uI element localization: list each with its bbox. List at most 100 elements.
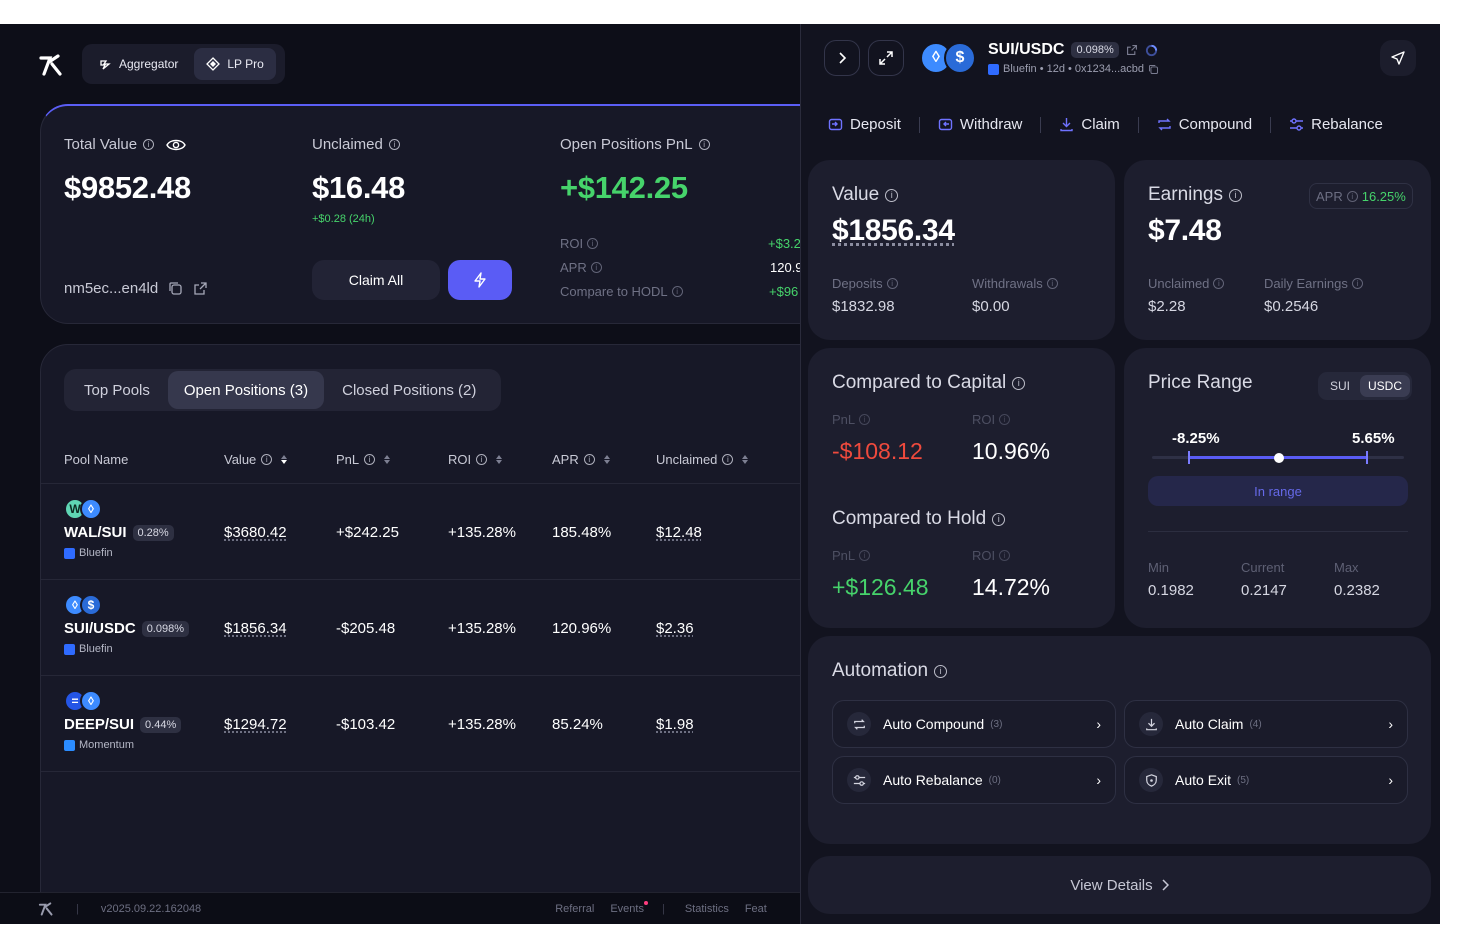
claim-all-button[interactable]: Claim All [312,260,440,300]
footer-separator: | [76,902,79,915]
info-icon: i [1346,190,1358,202]
column-pnl[interactable]: PnL i [336,452,391,467]
rebalance-button[interactable]: Rebalance [1289,116,1383,133]
info-icon: i [261,454,273,465]
action-separator [918,116,920,133]
copy-icon[interactable] [168,281,183,296]
cell-apr: 85.24% [552,716,603,733]
footer-link-events[interactable]: Events [610,900,648,915]
claim-button[interactable]: Claim [1059,116,1120,133]
table-row[interactable] [41,676,801,772]
info-icon: i [143,139,155,150]
chevron-right-icon [839,52,847,64]
daily-earnings-value: $0.2546 [1264,298,1319,315]
expand-icon [879,51,893,65]
toggle-usdc[interactable]: USDC [1360,375,1411,397]
capital-roi-label: ROI i [972,412,1011,427]
mode-lp-pro[interactable]: LP Pro [194,48,276,80]
detail-actions: Deposit Withdraw Claim Compound Rebalanc… [828,116,1383,133]
toggle-sui[interactable]: SUI [1330,379,1351,393]
hodl-label: Compare to HODL i [560,284,683,299]
pnl-value: +$142.25 [560,170,688,205]
range-low-marker[interactable] [1188,451,1190,464]
hold-pnl-label: PnL i [832,548,871,563]
table-row[interactable] [41,484,801,580]
column-value[interactable]: Value i [224,452,288,467]
detail-title: SUI/USDC 0.098% [988,41,1158,59]
collapse-panel-button[interactable] [824,40,860,76]
app-logo[interactable] [38,52,64,78]
expand-panel-button[interactable] [868,40,904,76]
detail-value: $1856.34 [832,214,955,247]
dex-name: Bluefin [64,547,113,559]
cell-roi: +135.28% [448,620,516,637]
column-pool-name: Pool Name [64,452,129,467]
token-pair-icon: ◊ $ [920,42,976,74]
action-separator [1040,116,1042,133]
earnings-card [1124,160,1431,340]
shield-icon [1139,768,1163,792]
info-icon: i [999,550,1011,561]
withdrawals-value: $0.00 [972,298,1010,315]
tab-open-positions[interactable]: Open Positions (3) [167,371,325,409]
range-high-marker[interactable] [1366,451,1368,464]
column-roi[interactable]: ROI i [448,452,503,467]
positions-tabs: Top Pools Open Positions (3) Closed Posi… [64,369,501,411]
total-value-label: Total Value i [64,136,186,153]
view-details-button[interactable]: View Details [808,856,1431,914]
capital-label: Compared to Capital i [832,372,1026,394]
mode-aggregator[interactable]: Aggregator [86,48,190,80]
footer-link-referral[interactable]: Referral [555,902,595,915]
wallet-address: nm5ec...en4ld [64,280,159,297]
withdraw-icon [938,118,953,131]
mode-label: LP Pro [227,57,264,71]
version: v2025.09.22.162048 [100,902,202,915]
unclaimed-label: Unclaimed i [312,136,400,153]
auto-compound-button[interactable]: Auto Compound (3) › [832,700,1116,748]
tab-closed-positions[interactable]: Closed Positions (2) [342,381,477,399]
token-pair-icon: W ◊ [64,498,102,520]
info-icon: i [698,139,710,150]
mode-label: Aggregator [119,57,179,71]
hold-roi-value: 14.72% [972,574,1051,600]
current-label: Current [1241,560,1285,575]
column-unclaimed[interactable]: Unclaimed i [656,452,749,467]
auto-claim-button[interactable]: Auto Claim (4) › [1124,700,1408,748]
copy-icon[interactable] [1148,64,1159,75]
bluefin-icon [64,643,75,655]
withdraw-button[interactable]: Withdraw [938,116,1022,133]
hold-pnl-value: +$126.48 [832,574,929,600]
tab-top-pools[interactable]: Top Pools [84,381,150,399]
cell-value: $3680.42 [224,524,287,541]
hodl-value: +$96 [769,284,799,299]
value-card [808,160,1115,340]
share-button[interactable] [1380,40,1416,76]
usdc-token-icon: $ [944,42,976,74]
fee-badge: 0.44% [140,716,182,733]
action-separator [1137,116,1139,133]
info-icon: i [722,454,734,465]
footer-link-features[interactable]: Feat [744,902,767,915]
info-icon: i [364,454,376,465]
compound-button[interactable]: Compound [1157,116,1252,133]
token-pair-icon: = ◊ [64,690,102,712]
external-link-icon[interactable] [1126,44,1138,56]
repeat-icon [847,712,871,736]
pool-name: WAL/SUI 0.28% [64,524,174,541]
auto-exit-button[interactable]: Auto Exit (5) › [1124,756,1408,804]
footer-link-statistics[interactable]: Statistics [684,902,729,915]
cell-unclaimed: $1.98 [656,716,694,733]
deposit-button[interactable]: Deposit [828,116,901,133]
pool-name: SUI/USDC 0.098% [64,620,189,637]
external-link-icon[interactable] [193,281,208,296]
range-low: -8.25% [1172,430,1220,447]
eye-icon[interactable] [166,138,186,152]
quick-action-button[interactable] [448,260,512,300]
token-icon: ◊ [80,690,102,712]
chevron-right-icon: › [1096,772,1101,788]
cell-roi: +135.28% [448,524,516,541]
auto-rebalance-button[interactable]: Auto Rebalance (0) › [832,756,1116,804]
column-apr[interactable]: APR i [552,452,610,467]
table-row[interactable] [41,580,801,676]
wallet-address-row: nm5ec...en4ld [64,280,208,297]
